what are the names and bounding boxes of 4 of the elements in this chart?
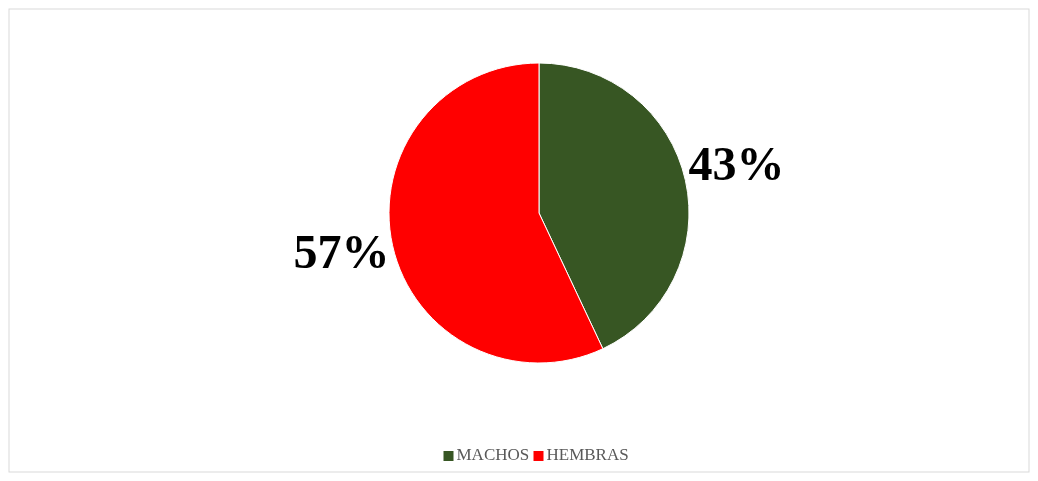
data-label: 43% [688,136,785,190]
data-label: 57% [293,225,390,279]
legend-label: HEMBRAS [546,445,629,464]
legend-label: MACHOS [456,445,530,464]
